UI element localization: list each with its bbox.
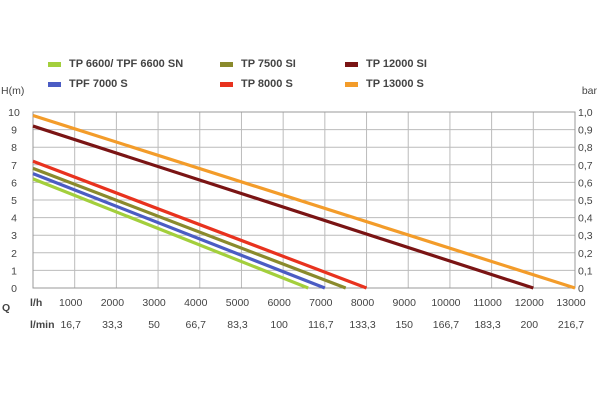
x-tick-label-lh: 13000 xyxy=(556,297,585,309)
x-tick-label-lmin: 116,7 xyxy=(308,319,334,331)
series-line xyxy=(32,177,309,290)
y-left-tick-label: 2 xyxy=(11,248,17,260)
legend-label: TP 7500 SI xyxy=(241,58,296,70)
x-tick-label-lh: 9000 xyxy=(393,297,417,309)
x-tick-label-lmin: 166,7 xyxy=(433,319,459,331)
legend-swatch xyxy=(220,81,233,87)
x-tick-label-lmin: 100 xyxy=(270,319,288,331)
legend-swatch xyxy=(220,61,233,67)
y-left-tick-label: 5 xyxy=(11,195,17,207)
y-right-tick-label: 0,5 xyxy=(578,195,593,207)
x-tick-label-lh: 7000 xyxy=(309,297,333,309)
y-left-tick-label: 10 xyxy=(8,107,20,119)
legend-item: TP 6600/ TPF 6600 SN xyxy=(48,58,183,70)
legend-item: TP 13000 S xyxy=(345,78,424,90)
y-right-tick-label: 0,1 xyxy=(578,265,593,277)
legend-label: TPF 7000 S xyxy=(69,78,128,90)
y-right-tick-label: 0,6 xyxy=(578,177,593,189)
x-tick-label-lmin: 66,7 xyxy=(186,319,207,331)
legend-swatch xyxy=(345,81,358,87)
legend-swatch xyxy=(48,81,61,87)
x-tick-label-lmin: 133,3 xyxy=(349,319,375,331)
x-tick-label-lh: 5000 xyxy=(226,297,250,309)
y-right-tick-label: 0,3 xyxy=(578,230,593,242)
x-tick-label-lmin: 183,3 xyxy=(474,319,500,331)
x-tick-label-lmin: 33,3 xyxy=(102,319,123,331)
x-row2-label: l/min xyxy=(30,319,55,331)
legend-swatch xyxy=(48,61,61,67)
y-right-tick-label: 0,8 xyxy=(578,142,593,154)
x-tick-label-lmin: 50 xyxy=(148,319,160,331)
y-right-tick-label: 0,4 xyxy=(578,213,593,225)
y-left-tick-label: 9 xyxy=(11,125,17,137)
y-right-tick-label: 0 xyxy=(578,283,584,295)
y-left-tick-label: 0 xyxy=(11,283,17,295)
x-tick-label-lmin: 150 xyxy=(395,319,413,331)
x-tick-label-lmin: 216,7 xyxy=(558,319,584,331)
y-left-tick-label: 4 xyxy=(11,213,17,225)
series-line xyxy=(32,172,326,290)
y-right-tick-label: 1,0 xyxy=(578,107,593,119)
series-line xyxy=(32,166,347,290)
x-group-label: Q xyxy=(2,302,10,314)
y-left-tick-label: 7 xyxy=(11,160,17,172)
x-tick-label-lmin: 200 xyxy=(521,319,539,331)
y-left-tick-label: 6 xyxy=(11,177,17,189)
legend-label: TP 8000 S xyxy=(241,78,293,90)
legend-item: TP 12000 SI xyxy=(345,58,427,70)
y-right-tick-label: 0,2 xyxy=(578,248,593,260)
x-tick-label-lh: 1000 xyxy=(59,297,83,309)
x-tick-label-lmin: 16,7 xyxy=(60,319,81,331)
x-tick-label-lh: 12000 xyxy=(515,297,544,309)
x-tick-label-lh: 2000 xyxy=(101,297,125,309)
legend-item: TPF 7000 S xyxy=(48,78,128,90)
legend-swatch xyxy=(345,61,358,67)
y-left-tick-label: 8 xyxy=(11,142,17,154)
x-tick-label-lh: 6000 xyxy=(267,297,291,309)
y-right-axis-label: bar xyxy=(582,85,598,97)
series-line xyxy=(32,159,368,290)
legend-label: TP 6600/ TPF 6600 SN xyxy=(69,58,184,70)
legend-label: TP 12000 SI xyxy=(366,58,427,70)
legend-item: TP 7500 SI xyxy=(220,58,296,70)
y-left-tick-label: 1 xyxy=(11,265,17,277)
legend-item: TP 8000 S xyxy=(220,78,293,90)
x-tick-label-lh: 8000 xyxy=(351,297,375,309)
y-right-tick-label: 0,9 xyxy=(578,125,593,137)
x-tick-label-lh: 10000 xyxy=(431,297,460,309)
x-tick-label-lh: 11000 xyxy=(473,297,502,309)
y-left-tick-label: 3 xyxy=(11,230,17,242)
x-tick-label-lmin: 83,3 xyxy=(227,319,248,331)
legend: TP 6600/ TPF 6600 SN TP 7500 SI TP 12000 S… xyxy=(0,0,600,90)
series-line xyxy=(32,124,534,290)
series-line xyxy=(32,113,576,290)
x-row1-label: l/h xyxy=(30,297,42,309)
y-left-axis-label: H(m) xyxy=(1,85,24,97)
x-tick-label-lh: 3000 xyxy=(142,297,166,309)
y-right-tick-label: 0,7 xyxy=(578,160,593,172)
legend-label: TP 13000 S xyxy=(366,78,424,90)
x-tick-label-lh: 4000 xyxy=(184,297,208,309)
